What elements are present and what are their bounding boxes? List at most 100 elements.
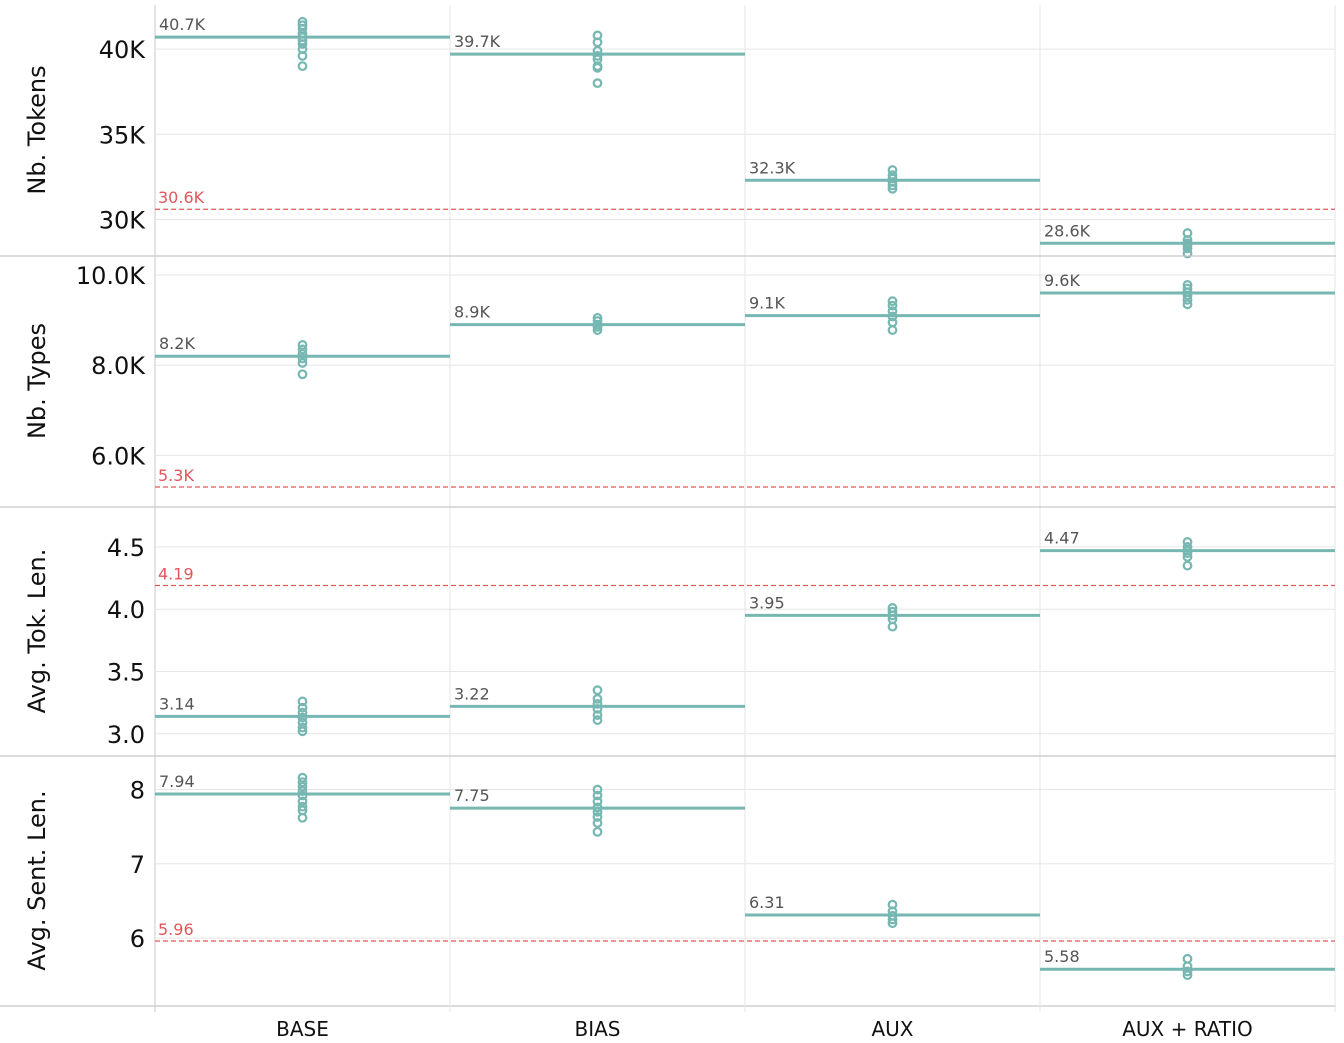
y-tick-label: 35K (99, 121, 147, 149)
mean-label: 9.6K (1044, 271, 1080, 290)
data-point (1182, 548, 1193, 559)
y-tick-label: 6.0K (91, 442, 146, 470)
mean-label: 3.22 (454, 684, 490, 703)
data-point (297, 696, 308, 707)
data-point (1182, 966, 1193, 977)
data-point (1182, 299, 1193, 310)
data-point (592, 812, 603, 822)
data-point (1182, 537, 1193, 547)
mean-label: 3.14 (159, 694, 195, 713)
y-tick-label: 8 (130, 777, 145, 805)
data-point (297, 61, 308, 72)
data-point (1182, 542, 1193, 552)
mean-label: 28.6K (1044, 221, 1091, 240)
mean-label: 4.47 (1044, 529, 1080, 548)
data-point (1182, 243, 1193, 254)
y-tick-label: 3.0 (107, 721, 145, 749)
data-point (297, 796, 308, 807)
data-point (1182, 248, 1193, 259)
category-label: AUX + RATIO (1122, 1017, 1253, 1041)
data-point (1182, 294, 1193, 305)
data-point (887, 610, 898, 621)
data-point (297, 722, 308, 733)
data-point (297, 340, 308, 350)
mean-label: 8.2K (159, 334, 195, 353)
data-point (297, 344, 308, 355)
data-point (592, 784, 603, 795)
y-axis-label: Avg. Sent. Len. (23, 790, 51, 970)
mean-label: 5.58 (1044, 947, 1080, 966)
data-point (592, 698, 603, 709)
mean-label: 39.7K (454, 32, 501, 51)
data-point (592, 802, 603, 813)
data-point (592, 715, 603, 725)
category-label: BASE (276, 1017, 329, 1041)
data-point (887, 296, 898, 307)
data-point (887, 306, 898, 316)
reference-label: 5.96 (158, 920, 194, 939)
data-point (887, 300, 898, 311)
data-point (297, 812, 308, 823)
mean-label: 40.7K (159, 15, 206, 34)
data-point (1182, 551, 1193, 562)
data-point (297, 369, 308, 380)
data-point (592, 62, 603, 73)
panel-3: 6 7 8 Avg. Sent. Len. 5.96 7.94 7.75 6.31 5.58 (0, 755, 1336, 981)
data-point (297, 790, 308, 801)
data-point (297, 39, 308, 49)
data-point (592, 806, 603, 817)
data-point (887, 325, 898, 335)
mean-label: 6.31 (749, 893, 785, 912)
data-point (297, 717, 308, 728)
mean-label: 3.95 (749, 593, 785, 612)
data-point (297, 50, 308, 61)
data-point (887, 183, 898, 194)
mean-label: 8.9K (454, 303, 490, 322)
data-point (887, 311, 898, 322)
data-point (297, 702, 308, 713)
y-tick-label: 3.5 (107, 658, 145, 686)
y-tick-label: 6 (130, 925, 145, 953)
y-tick-label: 10.0K (76, 262, 146, 290)
y-tick-label: 40K (99, 36, 147, 64)
data-point (592, 325, 603, 335)
y-axis-label: Avg. Tok. Len. (23, 549, 51, 714)
panel-2: 3.0 3.5 4.0 4.5 Avg. Tok. Len. 4.19 3.14 3.22 3.… (0, 506, 1336, 749)
y-tick-label: 4.5 (107, 534, 145, 562)
data-point (1182, 560, 1193, 571)
y-tick-label: 7 (130, 851, 145, 879)
data-point (592, 685, 603, 696)
data-point (1182, 961, 1193, 972)
reference-label: 4.19 (158, 565, 194, 584)
y-tick-label: 4.0 (107, 596, 145, 624)
data-point (297, 781, 308, 792)
category-label: AUX (871, 1017, 913, 1041)
mean-label: 9.1K (749, 294, 785, 313)
data-point (887, 180, 898, 191)
data-point (887, 914, 898, 925)
data-point (1182, 970, 1193, 981)
data-point (887, 918, 898, 929)
data-point (297, 726, 308, 737)
panel-0: 30K 35K 40K Nb. Tokens 30.6K 40.7K 39.7K 32.3K 2… (23, 15, 1335, 259)
data-point (592, 50, 603, 61)
data-point (297, 349, 308, 359)
data-point (297, 712, 308, 723)
panel-1: 6.0K 8.0K 10.0K Nb. Types 5.3K 8.2K 8.9K 9.1K 9.… (0, 255, 1336, 488)
data-point (592, 78, 603, 89)
mean-label: 7.94 (159, 772, 195, 791)
data-point (592, 826, 603, 837)
data-point (592, 316, 603, 326)
data-point (592, 818, 603, 828)
y-tick-label: 8.0K (91, 352, 146, 380)
y-tick-label: 30K (99, 206, 147, 234)
data-point (297, 801, 308, 812)
category-label: BIAS (575, 1017, 621, 1041)
y-axis-label: Nb. Tokens (23, 65, 51, 194)
data-point (887, 621, 898, 632)
mean-label: 7.75 (454, 786, 490, 805)
data-point (297, 772, 308, 783)
data-point (592, 710, 603, 720)
data-point (592, 321, 603, 332)
data-point (1182, 290, 1193, 301)
